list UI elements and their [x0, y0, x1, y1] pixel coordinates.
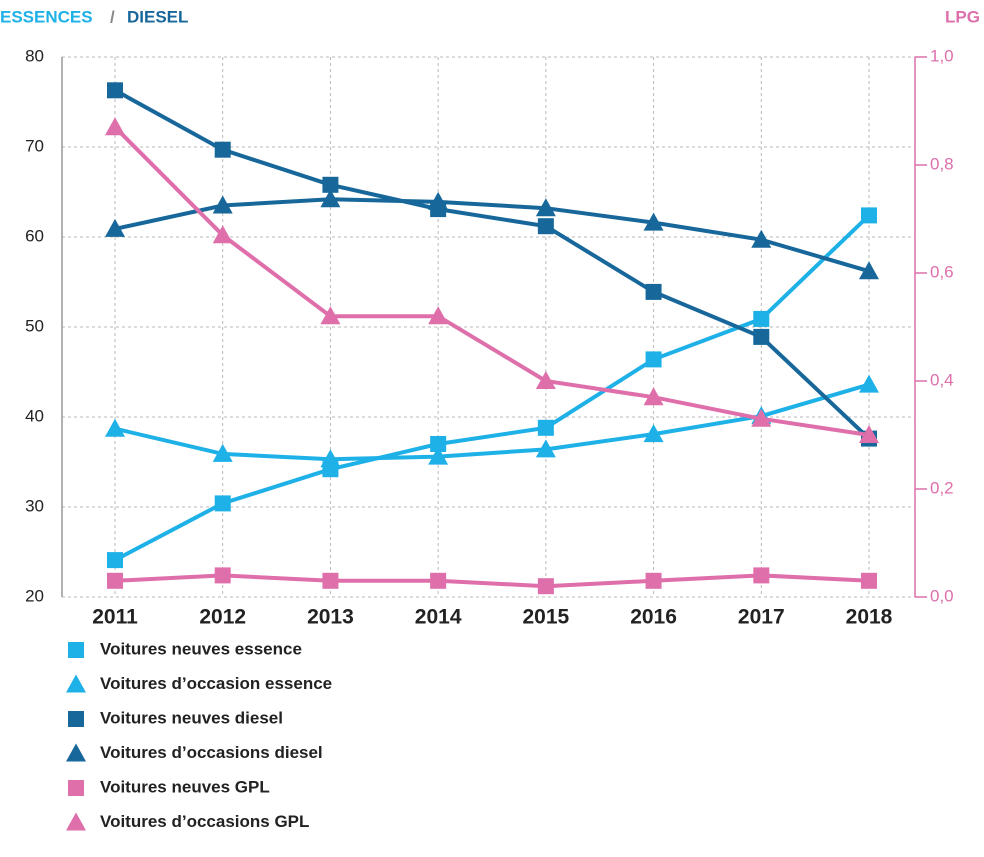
y-tick-label: 40: [25, 406, 44, 425]
data-point: [753, 328, 770, 345]
legend-label: Voitures d’occasion essence: [100, 674, 332, 693]
data-point: [320, 189, 341, 208]
legend-label: Voitures neuves GPL: [100, 777, 270, 796]
y2-label: LPG: [945, 7, 980, 26]
legend-label: Voitures d’occasions GPL: [100, 812, 309, 831]
y-label-essence: ESSENCES: [0, 7, 93, 26]
x-tick-label: 2018: [846, 606, 893, 629]
y-label-sep: /: [110, 7, 115, 26]
data-point: [645, 351, 662, 368]
series-line: [114, 573, 870, 589]
x-tick-label: 2017: [738, 606, 785, 629]
data-point: [535, 439, 556, 458]
data-point: [861, 572, 877, 589]
data-point: [214, 567, 231, 584]
data-point: [214, 495, 231, 512]
series-line: [114, 382, 870, 462]
legend-marker: [68, 780, 84, 796]
data-point: [428, 306, 449, 325]
data-point: [753, 567, 770, 584]
y-tick-label: 20: [25, 586, 44, 605]
x-tick-label: 2015: [522, 606, 569, 629]
data-point: [105, 418, 125, 437]
y-tick-label: 80: [25, 46, 44, 65]
data-point: [212, 195, 233, 214]
legend-marker: [66, 674, 86, 693]
x-tick-label: 2011: [92, 606, 138, 629]
data-point: [535, 198, 556, 217]
data-point: [212, 225, 233, 244]
series-line: [114, 213, 871, 562]
data-point: [212, 443, 233, 462]
data-point: [428, 446, 449, 465]
y-tick-label: 30: [25, 496, 44, 515]
y2-tick-label: 0,2: [930, 478, 954, 497]
data-point: [751, 408, 772, 427]
data-point: [643, 212, 664, 231]
y-label-diesel: DIESEL: [127, 7, 188, 26]
data-point: [861, 207, 877, 224]
series-line: [114, 197, 870, 274]
data-point: [859, 374, 879, 393]
y-tick-label: 50: [25, 316, 44, 335]
data-point: [322, 176, 339, 193]
data-point: [645, 572, 662, 589]
data-point: [428, 191, 449, 210]
y2-tick-label: 0,8: [930, 154, 954, 173]
data-point: [645, 283, 662, 300]
y-tick-label: 70: [25, 136, 44, 155]
y-tick-label: 60: [25, 226, 44, 245]
data-point: [107, 82, 123, 99]
data-point: [643, 387, 664, 406]
data-point: [430, 572, 447, 589]
data-point: [537, 218, 554, 235]
legend-label: Voitures d’occasions diesel: [100, 743, 323, 762]
legend-marker: [68, 642, 84, 658]
y2-tick-label: 1,0: [930, 46, 954, 65]
y2-tick-label: 0,4: [930, 370, 954, 389]
data-point: [753, 310, 770, 327]
data-point: [643, 424, 664, 443]
x-tick-label: 2014: [415, 606, 462, 629]
data-point: [535, 371, 556, 389]
data-point: [430, 436, 447, 452]
y2-tick-label: 0,6: [930, 262, 954, 281]
legend-marker: [66, 743, 86, 762]
data-point: [322, 572, 339, 589]
data-point: [859, 425, 879, 443]
data-point: [320, 449, 341, 468]
y2-tick-label: 0,0: [930, 586, 954, 605]
x-tick-label: 2013: [307, 606, 354, 629]
data-point: [105, 218, 125, 237]
data-point: [107, 572, 123, 589]
data-point: [105, 117, 125, 136]
series-line: [114, 88, 871, 441]
data-point: [214, 141, 231, 158]
data-point: [320, 306, 341, 325]
x-tick-label: 2016: [630, 606, 677, 629]
legend-label: Voitures neuves essence: [100, 639, 302, 658]
data-point: [859, 261, 879, 280]
data-point: [751, 229, 772, 248]
data-point: [107, 552, 123, 569]
legend-marker: [68, 711, 84, 727]
legend-marker: [66, 812, 86, 831]
legend-label: Voitures neuves diesel: [100, 708, 283, 727]
data-point: [537, 419, 554, 436]
x-tick-label: 2012: [199, 606, 246, 629]
data-point: [537, 578, 554, 595]
series-line: [113, 125, 870, 437]
